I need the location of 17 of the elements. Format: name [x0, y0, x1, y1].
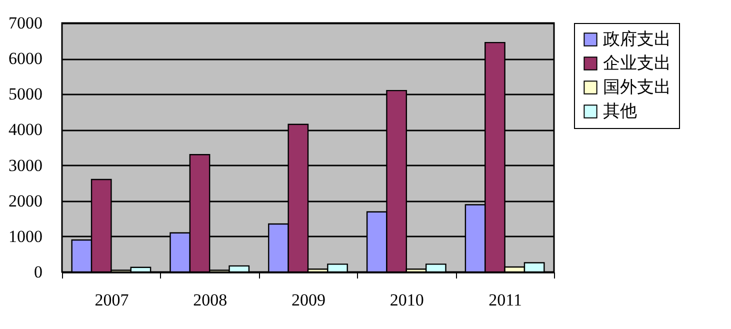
legend-label: 企业支出 — [603, 54, 671, 72]
y-tick-label: 7000 — [8, 14, 42, 32]
y-tick-label: 4000 — [8, 120, 42, 140]
legend-label: 政府支出 — [603, 30, 671, 48]
y-tick-label: 5000 — [8, 84, 42, 104]
legend-label: 其他 — [603, 102, 637, 120]
x-tick-label: 2007 — [94, 290, 130, 310]
x-tick-label: 2008 — [193, 290, 228, 310]
x-tick-label: 2010 — [390, 290, 424, 310]
y-tick-label: 3000 — [8, 156, 42, 175]
y-tick-label: 1000 — [8, 226, 42, 246]
x-tick-label: 2011 — [488, 290, 522, 310]
y-tick-label: 6000 — [8, 49, 42, 68]
x-tick-label: 2009 — [292, 290, 326, 310]
legend-label: 国外支出 — [603, 78, 671, 96]
y-tick-label: 2000 — [8, 191, 42, 210]
y-tick-label: 0 — [34, 262, 42, 282]
